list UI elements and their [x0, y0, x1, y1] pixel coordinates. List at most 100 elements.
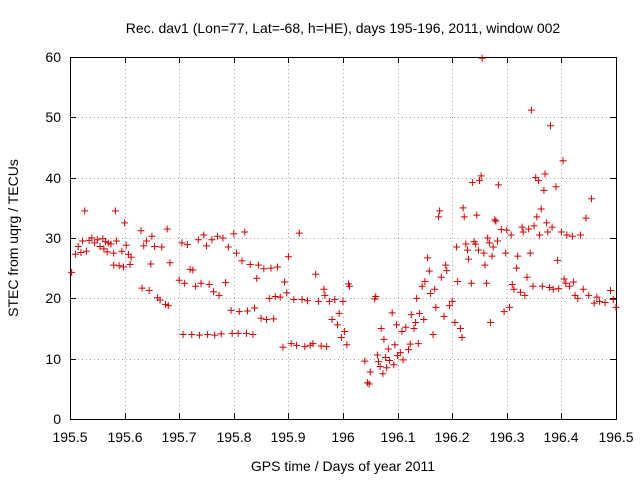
data-point	[514, 252, 522, 260]
data-point	[374, 358, 382, 366]
x-tick-label: 196.5	[598, 429, 633, 445]
data-point	[68, 268, 76, 276]
data-point	[197, 279, 205, 287]
data-point	[205, 280, 213, 288]
data-point	[242, 329, 250, 337]
data-point	[260, 265, 268, 273]
data-point	[500, 308, 508, 316]
data-point	[548, 223, 556, 231]
data-point	[536, 231, 544, 239]
data-point	[163, 225, 171, 233]
data-point	[587, 195, 595, 203]
data-point	[413, 294, 421, 302]
data-point	[406, 340, 414, 348]
y-tick-label: 10	[45, 351, 61, 367]
data-point	[432, 303, 440, 311]
data-point	[148, 232, 156, 240]
data-point	[596, 297, 604, 305]
data-point	[234, 329, 242, 337]
x-tick-label: 196.1	[380, 429, 415, 445]
data-point	[204, 331, 212, 339]
data-point	[122, 241, 130, 249]
data-point	[462, 240, 470, 248]
data-point	[456, 325, 464, 332]
x-tick-label: 195.5	[52, 429, 87, 445]
data-point	[243, 307, 251, 315]
data-point	[238, 257, 246, 265]
data-point	[235, 308, 243, 316]
data-point	[579, 285, 587, 293]
x-tick-label: 195.8	[216, 429, 251, 445]
data-point	[453, 243, 461, 251]
data-point	[276, 293, 284, 301]
data-point	[593, 293, 601, 301]
data-point	[290, 296, 298, 304]
data-point	[293, 341, 301, 349]
data-point	[483, 279, 491, 287]
data-point	[164, 302, 172, 310]
data-point	[391, 341, 399, 349]
data-point	[179, 331, 187, 339]
data-point	[521, 291, 529, 299]
data-point	[219, 234, 227, 242]
data-point	[341, 328, 349, 336]
data-point	[543, 219, 551, 227]
data-point	[79, 237, 87, 245]
data-point	[304, 297, 312, 305]
data-point	[410, 325, 418, 332]
data-point	[257, 314, 265, 322]
data-point	[111, 207, 119, 215]
data-point	[265, 294, 273, 302]
data-point	[233, 249, 241, 257]
data-point	[384, 345, 392, 353]
data-point	[181, 279, 189, 287]
data-point	[112, 237, 120, 245]
data-point	[298, 296, 306, 304]
data-point	[126, 261, 134, 269]
data-point	[211, 331, 219, 339]
x-tick-label: 195.6	[107, 429, 142, 445]
data-point	[412, 318, 420, 326]
data-point	[467, 279, 475, 287]
y-tick-label: 0	[53, 411, 61, 427]
data-point	[503, 226, 511, 234]
data-point	[203, 242, 210, 250]
data-point	[253, 274, 261, 282]
data-point	[183, 241, 191, 249]
data-point	[361, 357, 369, 365]
data-point	[443, 267, 451, 275]
x-axis-label: GPS time / Days of year 2011	[251, 458, 435, 474]
data-point	[474, 246, 482, 254]
data-point	[486, 318, 494, 326]
data-point	[156, 296, 164, 304]
data-point	[560, 275, 568, 283]
data-point	[147, 260, 155, 268]
data-point	[507, 231, 515, 239]
data-point	[151, 242, 159, 250]
data-point	[335, 309, 343, 317]
data-point	[93, 236, 101, 244]
data-point	[527, 106, 535, 114]
data-point	[429, 331, 437, 339]
data-point	[271, 293, 279, 301]
data-point	[495, 181, 503, 189]
data-point	[110, 261, 118, 269]
data-point	[554, 256, 562, 264]
data-point	[545, 283, 553, 291]
data-point	[442, 261, 450, 269]
y-tick-label: 30	[45, 230, 61, 246]
data-point	[454, 277, 462, 285]
data-point	[281, 278, 289, 286]
data-point	[402, 323, 410, 331]
data-point	[525, 225, 533, 233]
data-point	[609, 296, 617, 304]
data-point	[463, 246, 471, 254]
data-point	[178, 239, 186, 247]
x-tick-label: 195.7	[161, 429, 196, 445]
y-tick-label: 50	[45, 109, 61, 125]
data-point	[562, 279, 570, 287]
data-point	[502, 249, 510, 257]
data-point	[458, 334, 466, 342]
data-point	[488, 252, 496, 260]
data-point	[582, 214, 590, 222]
